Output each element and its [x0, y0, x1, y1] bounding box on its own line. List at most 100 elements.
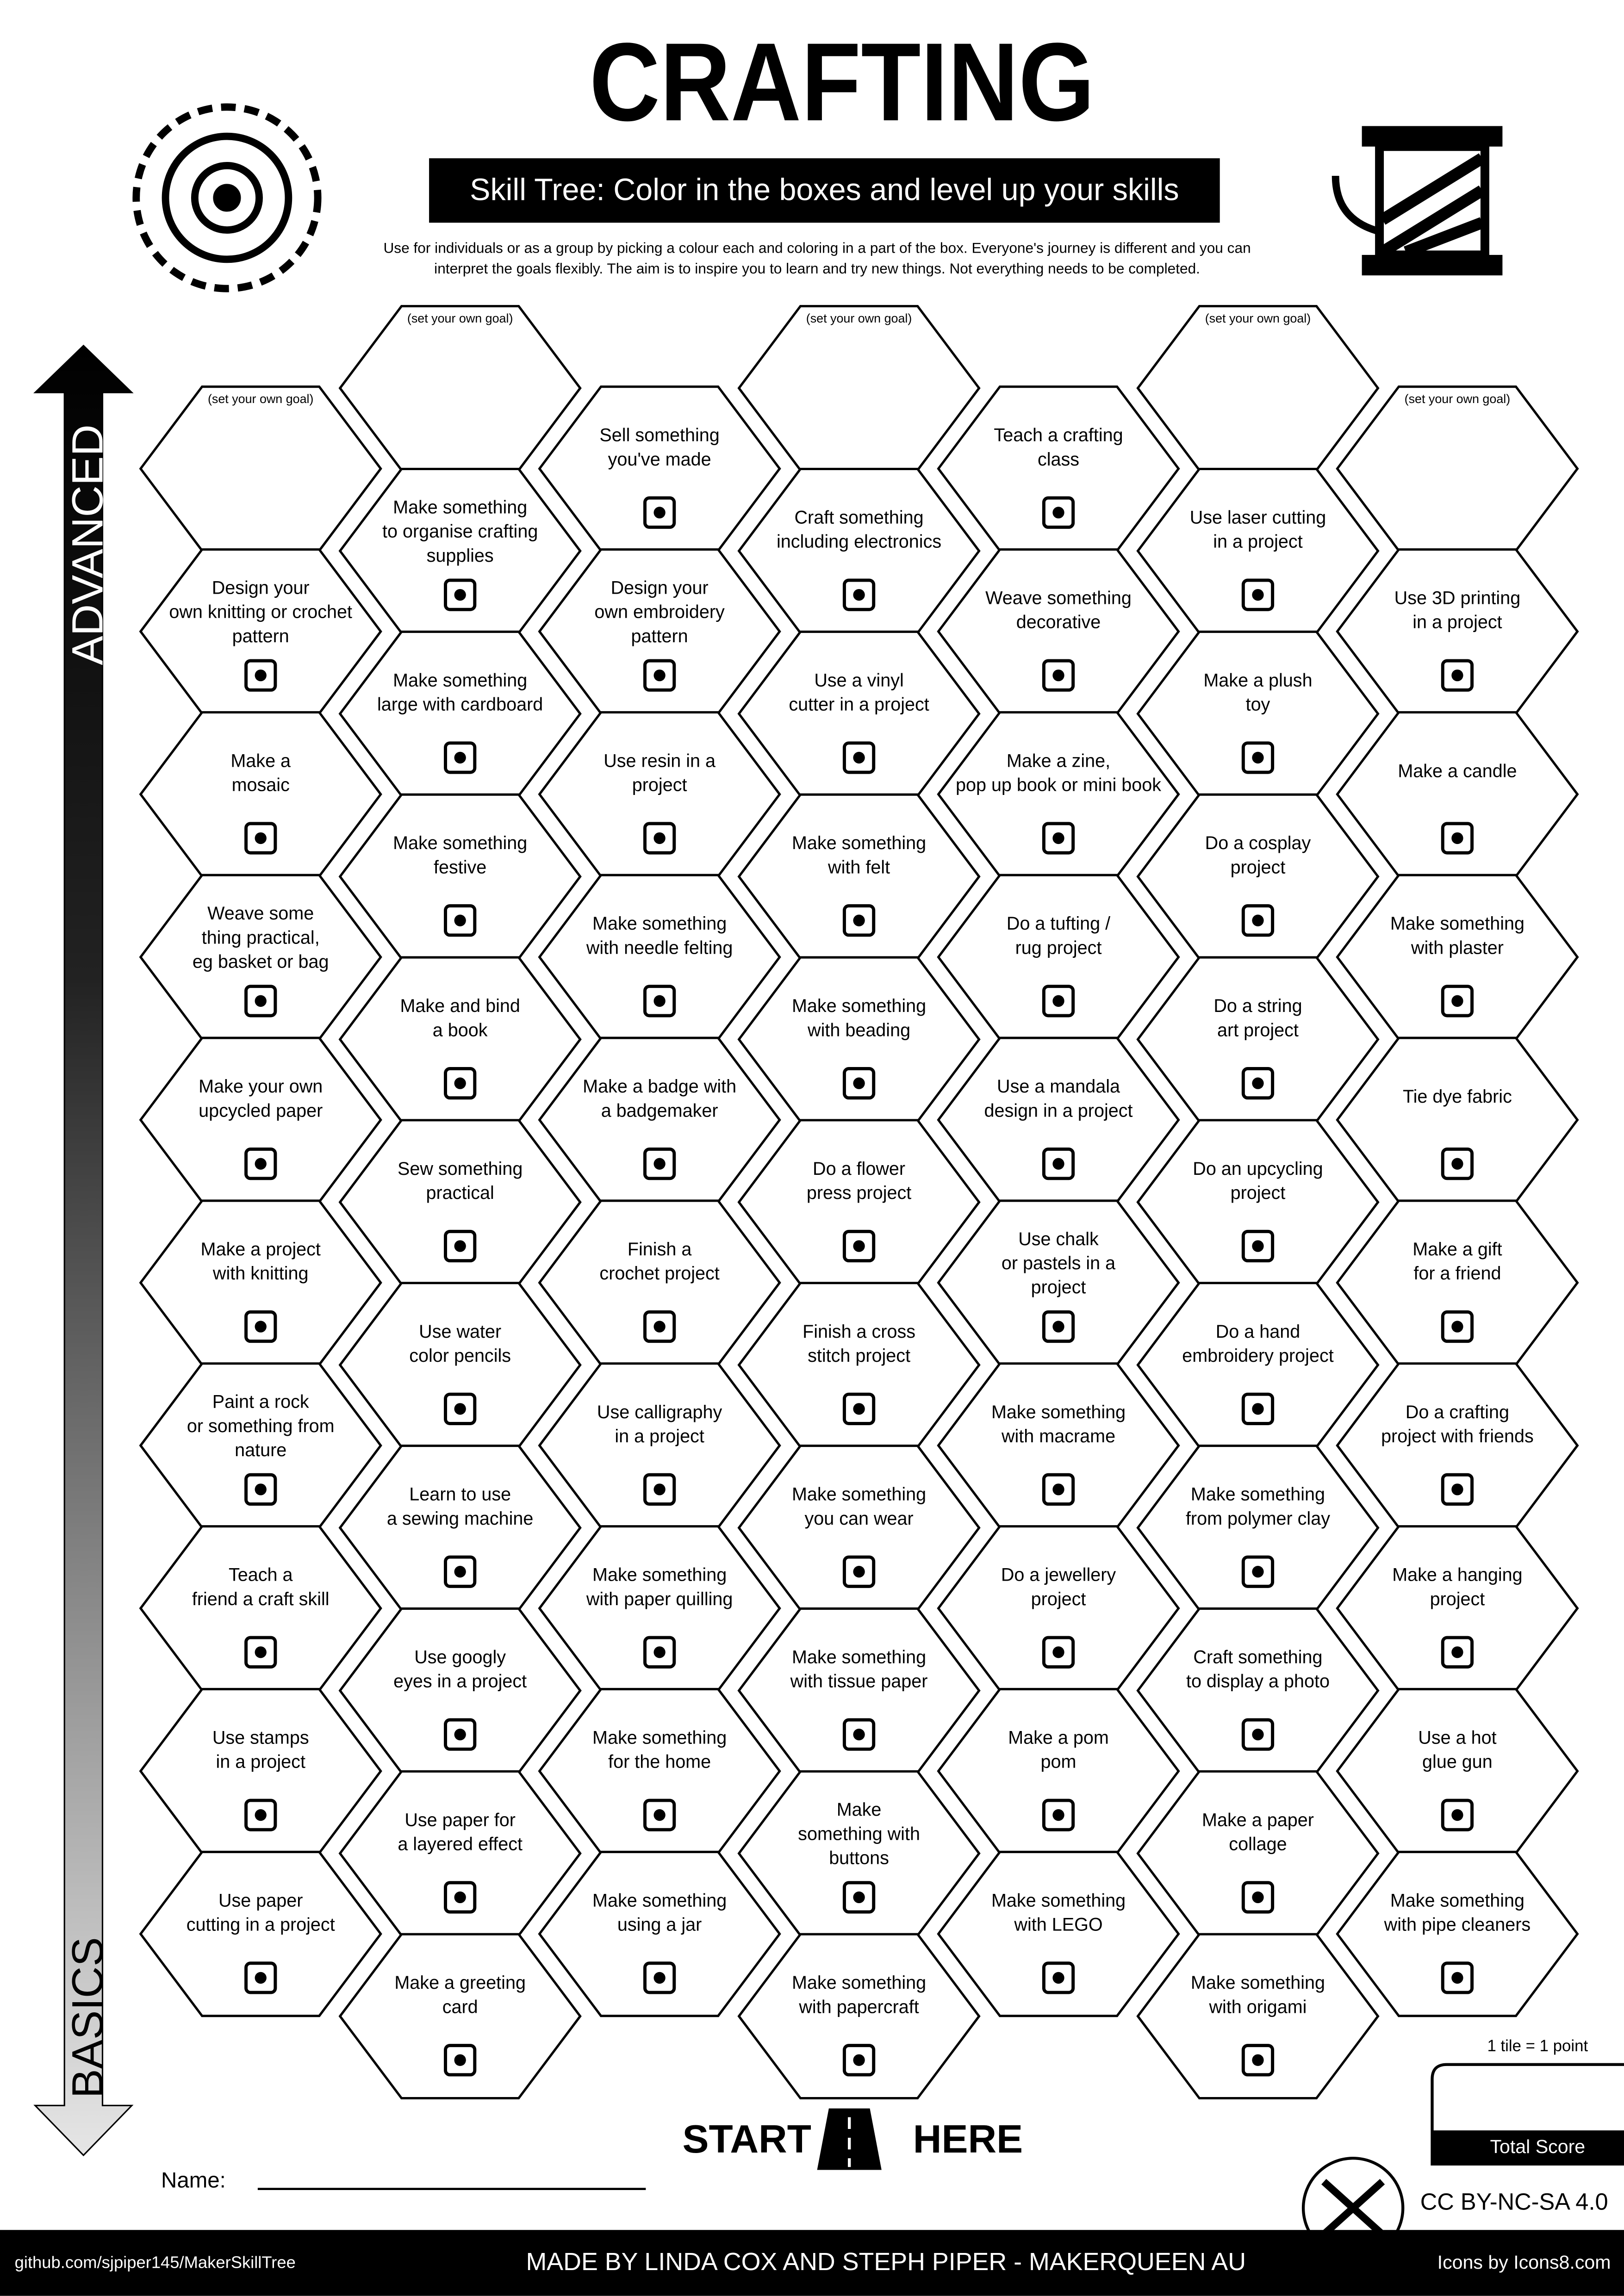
skill-label: Make something — [393, 497, 527, 517]
hexagon — [1136, 1933, 1380, 2100]
skill-label: in a project — [216, 1752, 305, 1772]
skill-icon-dot — [255, 1483, 267, 1496]
skill-label: Use water — [419, 1322, 501, 1342]
skill-icon — [444, 741, 477, 774]
skill-icon — [1441, 985, 1474, 1018]
score-rule: 1 tile = 1 point — [1487, 2037, 1588, 2055]
skill-label: with LEGO — [1014, 1915, 1102, 1935]
skill-tile: Do a crafting project with friends — [1336, 1362, 1579, 1529]
skill-icon — [1042, 822, 1075, 855]
skill-tile: Make something with beading — [737, 956, 981, 1123]
skill-icon-dot — [653, 995, 666, 1007]
skill-icon-dot — [853, 914, 865, 926]
skill-label: with papercraft — [798, 1997, 919, 2017]
skill-label: Use calligraphy — [597, 1402, 722, 1422]
skill-tile: Make something to organise crafting suppli… — [338, 467, 582, 634]
skill-icon — [842, 1555, 876, 1588]
skill-icon — [842, 741, 876, 774]
skill-label: Do a flower — [813, 1159, 905, 1179]
skill-icon-dot — [1052, 507, 1064, 519]
skill-icon — [1241, 741, 1275, 774]
skill-icon — [643, 822, 676, 855]
skill-label: eyes in a project — [393, 1671, 527, 1692]
skill-label: Finish a cross — [803, 1322, 915, 1342]
skill-tile: Make something with paper quilling — [538, 1525, 781, 1692]
skill-icon — [643, 496, 676, 529]
skill-tile: Do a hand embroidery project — [1136, 1282, 1380, 1448]
skill-tile: Sell something you've made — [538, 385, 781, 552]
skill-icon-dot — [1252, 589, 1264, 601]
skill-icon-dot — [454, 1403, 466, 1415]
skill-label: project — [1231, 857, 1286, 877]
skill-label: Do a jewellery — [1001, 1565, 1116, 1585]
skill-icon — [643, 1799, 676, 1831]
skill-label: Use a hot — [1418, 1727, 1496, 1748]
skill-icon-dot — [1052, 1158, 1064, 1170]
goal-note: (set your own goal) — [1205, 311, 1311, 325]
skill-tile: Make something with plaster — [1336, 874, 1579, 1041]
skill-icon-dot — [1252, 1566, 1264, 1578]
skill-icon-dot — [1052, 1321, 1064, 1333]
skill-label: Make a greeting — [394, 1973, 526, 1993]
skill-tile: Use laser cutting in a project — [1136, 467, 1380, 634]
skill-label: Design your — [212, 577, 310, 598]
skill-label: crochet project — [599, 1263, 719, 1284]
hexagon — [139, 1850, 382, 2017]
skill-label: Use googly — [414, 1647, 506, 1667]
skill-tile: Make something using a jar — [538, 1850, 781, 2017]
skill-icon-dot — [1252, 1240, 1264, 1252]
skill-icon — [444, 578, 477, 611]
skill-icon — [1441, 1636, 1474, 1669]
skill-icon — [1441, 1799, 1474, 1831]
skill-icon-dot — [1052, 1972, 1064, 1984]
skill-label: upcycled paper — [199, 1100, 323, 1121]
skill-icon — [244, 1148, 277, 1180]
skill-icon — [244, 822, 277, 855]
skill-label: a sewing machine — [387, 1508, 534, 1529]
skill-label: Do an upcycling — [1193, 1159, 1323, 1179]
skill-icon — [444, 904, 477, 937]
skill-icon-dot — [653, 669, 666, 682]
hexagon — [538, 1850, 781, 2017]
skill-label: you can wear — [804, 1508, 913, 1529]
skill-label: Make something — [1191, 1973, 1325, 1993]
skill-label: festive — [434, 857, 486, 877]
skill-icon-dot — [853, 2054, 865, 2066]
skill-tile: Make something you can wear — [737, 1445, 981, 1611]
skill-tile: Use resin in a project — [538, 711, 781, 878]
skill-tile: Do an upcycling project — [1136, 1119, 1380, 1285]
footer-band — [0, 2230, 1624, 2296]
skill-tile: Make a hanging project — [1336, 1525, 1579, 1692]
skill-label: color pencils — [409, 1346, 511, 1366]
skill-tile: (set your own goal) — [1336, 385, 1579, 552]
skill-tile: Use calligraphy in a project — [538, 1362, 781, 1529]
skill-tile: Make a project with knitting — [139, 1199, 382, 1366]
skill-tile: Design your own embroidery pattern — [538, 548, 781, 715]
skill-icon-dot — [255, 669, 267, 682]
hexagon — [737, 1933, 981, 2100]
footer-url: github.com/sjpiper145/MakerSkillTree — [15, 2253, 296, 2272]
skill-label: Make a gift — [1412, 1239, 1502, 1260]
skill-icon — [244, 1473, 277, 1506]
skill-label: Use resin in a — [604, 751, 716, 771]
skill-label: with macrame — [1001, 1426, 1115, 1446]
skill-label: something with — [798, 1824, 920, 1844]
skill-label: with origami — [1208, 1997, 1307, 2017]
skill-label: press project — [807, 1183, 911, 1203]
skill-label: or pastels in a — [1002, 1253, 1115, 1273]
skill-icon — [1241, 1067, 1275, 1100]
skill-icon-dot — [1451, 1809, 1463, 1821]
skill-tile: Craft something including electronics — [737, 467, 981, 634]
skill-icon-dot — [1252, 751, 1264, 764]
skill-icon-dot — [1052, 669, 1064, 682]
skill-icon — [1042, 1148, 1075, 1180]
skill-tile: Use 3D printing in a project — [1336, 548, 1579, 715]
skill-label: supplies — [427, 546, 494, 566]
skill-icon — [643, 1310, 676, 1343]
skill-tile: Use paper cutting in a project — [139, 1850, 382, 2017]
skill-icon-dot — [853, 751, 865, 764]
skill-tile: Use a hot glue gun — [1336, 1688, 1579, 1855]
skill-tile: Teach a friend a craft skill — [139, 1525, 382, 1692]
